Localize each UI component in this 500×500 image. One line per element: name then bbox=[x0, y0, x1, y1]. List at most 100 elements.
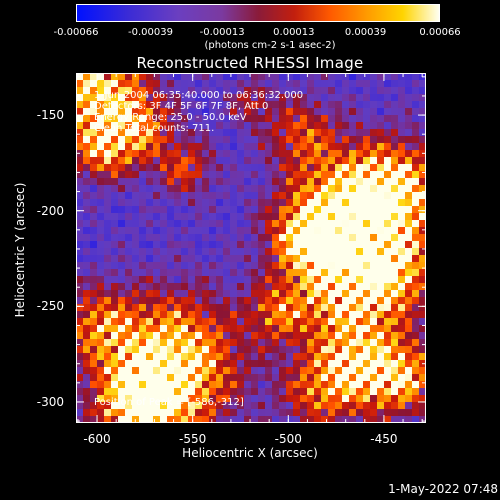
heatmap-cell bbox=[139, 297, 147, 305]
heatmap-cell bbox=[244, 101, 252, 109]
heatmap-cell bbox=[167, 178, 175, 186]
heatmap-cell bbox=[230, 241, 238, 249]
heatmap-cell bbox=[342, 318, 350, 326]
heatmap-cell bbox=[76, 311, 84, 319]
heatmap-cell bbox=[153, 248, 161, 256]
heatmap-cell bbox=[272, 276, 280, 284]
heatmap-cell bbox=[167, 234, 175, 242]
heatmap-cell bbox=[167, 325, 175, 333]
heatmap-cell bbox=[314, 80, 322, 88]
heatmap-cell bbox=[167, 213, 175, 221]
heatmap-cell bbox=[132, 94, 140, 102]
heatmap-cell bbox=[286, 220, 294, 228]
heatmap-cell bbox=[132, 192, 140, 200]
heatmap-cell bbox=[419, 262, 426, 270]
heatmap-cell bbox=[384, 325, 392, 333]
heatmap-cell bbox=[188, 339, 196, 347]
heatmap-cell bbox=[363, 276, 371, 284]
heatmap-cell bbox=[265, 136, 273, 144]
heatmap-cell bbox=[153, 297, 161, 305]
heatmap-cell bbox=[223, 416, 231, 423]
heatmap-cell bbox=[314, 402, 322, 410]
heatmap-cell bbox=[195, 283, 203, 291]
heatmap-cell bbox=[174, 339, 182, 347]
heatmap-cell bbox=[328, 311, 336, 319]
colorbar bbox=[76, 4, 440, 22]
heatmap-cell bbox=[132, 374, 140, 382]
heatmap-cell bbox=[293, 360, 301, 368]
heatmap-cell bbox=[174, 192, 182, 200]
heatmap-cell bbox=[188, 353, 196, 361]
heatmap-cell bbox=[314, 178, 322, 186]
heatmap-cell bbox=[335, 157, 343, 165]
heatmap-cell bbox=[391, 157, 399, 165]
heatmap-cell bbox=[188, 220, 196, 228]
colorbar-tick-label: 0.00039 bbox=[344, 27, 387, 38]
heatmap-cell bbox=[167, 171, 175, 179]
heatmap-cell bbox=[342, 290, 350, 298]
heatmap-cell bbox=[167, 192, 175, 200]
heatmap-cell bbox=[328, 353, 336, 361]
heatmap-cell bbox=[195, 255, 203, 263]
heatmap-cell bbox=[139, 318, 147, 326]
heatmap-cell bbox=[188, 115, 196, 123]
heatmap-cell bbox=[419, 94, 426, 102]
heatmap-cell bbox=[300, 234, 308, 242]
x-tick-label: -500 bbox=[274, 432, 302, 446]
heatmap-cell bbox=[111, 381, 119, 389]
heatmap-cell bbox=[216, 395, 224, 403]
heatmap-cell bbox=[265, 262, 273, 270]
heatmap-cell bbox=[167, 80, 175, 88]
heatmap-cell bbox=[258, 143, 266, 151]
heatmap-cell bbox=[321, 367, 329, 375]
heatmap-cell bbox=[97, 248, 105, 256]
heatmap-cell bbox=[370, 192, 378, 200]
heatmap-cell bbox=[272, 227, 280, 235]
heatmap-cell bbox=[377, 409, 385, 417]
heatmap-cell bbox=[125, 73, 133, 81]
heatmap-cell bbox=[391, 276, 399, 284]
heatmap-cell bbox=[307, 388, 315, 396]
heatmap-cell bbox=[111, 178, 119, 186]
heatmap-cell bbox=[216, 220, 224, 228]
heatmap-cell bbox=[405, 241, 413, 249]
heatmap-cell bbox=[76, 290, 84, 298]
heatmap-cell bbox=[279, 150, 287, 158]
heatmap-cell bbox=[405, 304, 413, 312]
heatmap-cell bbox=[188, 178, 196, 186]
heatmap-cell bbox=[300, 206, 308, 214]
heatmap-cell bbox=[391, 136, 399, 144]
heatmap-cell bbox=[412, 101, 420, 109]
heatmap-cell bbox=[111, 157, 119, 165]
heatmap-cell bbox=[377, 136, 385, 144]
heatmap-cell bbox=[125, 269, 133, 277]
heatmap-cell bbox=[146, 276, 154, 284]
heatmap-cell bbox=[258, 136, 266, 144]
heatmap-cell bbox=[90, 283, 98, 291]
heatmap-cell bbox=[139, 94, 147, 102]
heatmap-cell bbox=[244, 234, 252, 242]
heatmap-cell bbox=[209, 108, 217, 116]
heatmap-cell bbox=[321, 192, 329, 200]
heatmap-cell bbox=[111, 304, 119, 312]
heatmap-cell bbox=[209, 248, 217, 256]
heatmap-cell bbox=[160, 164, 168, 172]
heatmap-cell bbox=[209, 381, 217, 389]
heatmap-cell bbox=[412, 206, 420, 214]
heatmap-cell bbox=[405, 255, 413, 263]
heatmap-cell bbox=[104, 290, 112, 298]
heatmap-cell bbox=[328, 192, 336, 200]
heatmap-cell bbox=[237, 136, 245, 144]
heatmap-cell bbox=[90, 206, 98, 214]
heatmap-cell bbox=[160, 150, 168, 158]
heatmap-cell bbox=[405, 297, 413, 305]
heatmap-cell bbox=[342, 276, 350, 284]
heatmap-cell bbox=[76, 199, 84, 207]
heatmap-cell bbox=[279, 332, 287, 340]
heatmap-cell bbox=[286, 199, 294, 207]
heatmap-cell bbox=[118, 374, 126, 382]
heatmap-cell bbox=[335, 304, 343, 312]
heatmap-cell bbox=[419, 192, 426, 200]
heatmap-cell bbox=[391, 381, 399, 389]
heatmap-cell bbox=[342, 150, 350, 158]
